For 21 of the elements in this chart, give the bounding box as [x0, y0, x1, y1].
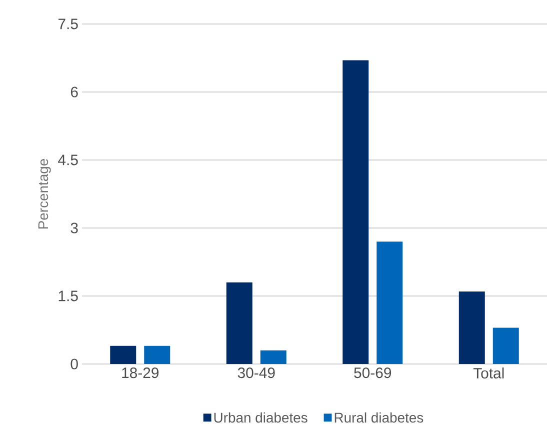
- y-tick-label: 6: [70, 86, 78, 98]
- x-tick-label: 18-29: [122, 368, 159, 378]
- y-tick-label: 1.5: [58, 290, 78, 302]
- x-tick-label: 30-49: [238, 368, 275, 378]
- bar: [226, 282, 252, 364]
- x-tick-label: Total: [473, 368, 504, 378]
- bar: [458, 291, 485, 364]
- legend-label: Rural diabetes: [334, 412, 424, 423]
- legend-label: Urban diabetes: [214, 412, 308, 423]
- bar: [492, 328, 519, 364]
- y-tick-label: 7.5: [58, 18, 78, 30]
- bar: [260, 350, 286, 364]
- y-axis-title: Percentage: [38, 158, 51, 229]
- y-tick-label: 0: [70, 358, 78, 370]
- y-tick-label: 4.5: [58, 154, 78, 166]
- y-tick-label: 3: [70, 222, 78, 234]
- bar: [110, 346, 136, 364]
- bar: [144, 346, 170, 364]
- bar: [342, 60, 369, 364]
- bar: [376, 242, 403, 364]
- x-tick-label: 50-69: [354, 368, 392, 378]
